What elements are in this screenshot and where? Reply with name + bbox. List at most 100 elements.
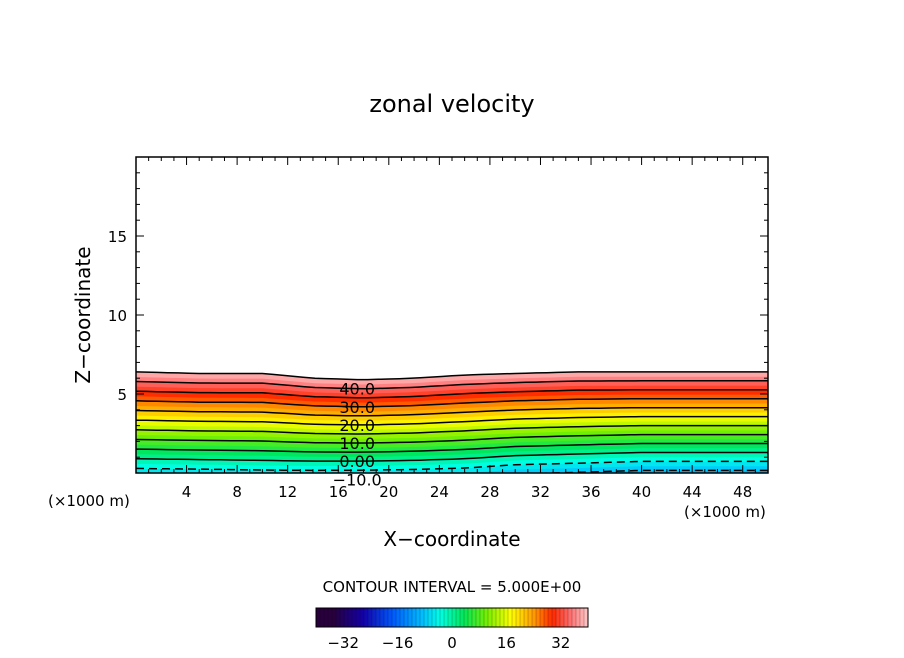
colorbar-cell: [560, 608, 565, 627]
contour-line: [136, 389, 768, 399]
x-tick-label: 8: [232, 483, 242, 501]
x-tick-label: 24: [430, 483, 449, 501]
contour-labels: 40.030.020.010.00.00−10.0: [333, 380, 382, 490]
x-tick-label: 4: [182, 483, 192, 501]
y-axis-label: Z−coordinate: [71, 246, 95, 383]
contour-label: 40.0: [339, 380, 375, 399]
colorbar-cell: [328, 608, 333, 627]
y-tick-label: 5: [117, 386, 127, 404]
contour-lines: [136, 371, 768, 473]
colorbar-tick-label: 0: [447, 634, 457, 652]
colorbar-cell: [512, 608, 517, 627]
colorbar-cell: [436, 608, 441, 627]
colorbar-cell: [492, 608, 497, 627]
colorbar-cell: [552, 608, 557, 627]
contour-line: [136, 406, 768, 417]
x-unit-left: (×1000 m): [48, 492, 130, 510]
chart-title: zonal velocity: [369, 90, 534, 118]
colorbar-cell: [456, 608, 461, 627]
x-tick-label: 12: [278, 483, 297, 501]
contour-line: [136, 371, 768, 381]
colorbar-cell: [360, 608, 365, 627]
colorbar-cell: [548, 608, 553, 627]
colorbar-tick-label: −16: [382, 634, 414, 652]
contour-label: 0.00: [339, 452, 375, 471]
colorbar-cell: [376, 608, 381, 627]
colorbar-cell: [572, 608, 577, 627]
contour-line: [136, 442, 768, 453]
x-tick-label: 16: [329, 483, 348, 501]
colorbar-cell: [356, 608, 361, 627]
colorbar-cell: [580, 608, 585, 627]
x-tick-label: 48: [733, 483, 752, 501]
colorbar-cell: [352, 608, 357, 627]
colorbar-cell: [528, 608, 533, 627]
contour-label: 10.0: [339, 434, 375, 453]
colorbar-cell: [476, 608, 481, 627]
colorbar-cell: [344, 608, 349, 627]
colorbar-cell: [432, 608, 437, 627]
contour-line: [136, 460, 768, 472]
contour-label: 20.0: [339, 416, 375, 435]
colorbar-cell: [372, 608, 377, 627]
contour-label: 30.0: [339, 398, 375, 417]
colorbar-cell: [340, 608, 345, 627]
colorbar-cell: [576, 608, 581, 627]
colorbar-cell: [364, 608, 369, 627]
colorbar-cell: [416, 608, 421, 627]
colorbar-cell: [452, 608, 457, 627]
colorbar-cell: [496, 608, 501, 627]
colorbar-cell: [336, 608, 341, 627]
colorbar-cell: [544, 608, 549, 627]
colorbar-cell: [424, 608, 429, 627]
colorbar-cell: [408, 608, 413, 627]
colorbar-cell: [320, 608, 325, 627]
colorbar-cell: [332, 608, 337, 627]
x-unit-right: (×1000 m): [684, 503, 766, 521]
colorbar-cell: [556, 608, 561, 627]
colorbar-cell: [508, 608, 513, 627]
contour-line: [136, 451, 768, 462]
colorbar-cell: [564, 608, 569, 627]
y-tick-label: 10: [108, 307, 127, 325]
colorbar-cell: [520, 608, 525, 627]
colorbar-cell: [480, 608, 485, 627]
colorbar-cell: [412, 608, 417, 627]
colorbar-cell: [440, 608, 445, 627]
contour-line: [136, 380, 768, 390]
colorbar-cell: [316, 608, 321, 627]
colorbar-cell: [400, 608, 405, 627]
x-tick-label: 20: [379, 483, 398, 501]
contour-line: [136, 397, 768, 408]
x-tick-label: 44: [683, 483, 702, 501]
colorbar-cell: [428, 608, 433, 627]
colorbar-cell: [532, 608, 537, 627]
x-tick-label: 28: [480, 483, 499, 501]
y-tick-label: 15: [108, 228, 127, 246]
colorbar-cell: [444, 608, 449, 627]
contour-line: [520, 469, 768, 473]
x-tick-label: 32: [531, 483, 550, 501]
colorbar: −32 −16 0 16 32: [315, 607, 589, 652]
contour-fill: [136, 371, 768, 473]
colorbar-cell: [392, 608, 397, 627]
colorbar-cell: [472, 608, 477, 627]
colorbar-cell: [460, 608, 465, 627]
x-tick-label: 40: [632, 483, 651, 501]
colorbar-cell: [420, 608, 425, 627]
contour-line: [136, 424, 768, 435]
colorbar-cell: [536, 608, 541, 627]
contour-interval-text: CONTOUR INTERVAL = 5.000E+00: [323, 578, 582, 596]
colorbar-cell: [540, 608, 545, 627]
contour-line: [136, 415, 768, 426]
colorbar-cell: [504, 608, 509, 627]
colorbar-cell: [524, 608, 529, 627]
colorbar-cell: [396, 608, 401, 627]
colorbar-cell: [500, 608, 505, 627]
colorbar-cell: [384, 608, 389, 627]
colorbar-tick-label: 16: [497, 634, 516, 652]
colorbar-tick-label: 32: [551, 634, 570, 652]
colorbar-cell: [388, 608, 393, 627]
